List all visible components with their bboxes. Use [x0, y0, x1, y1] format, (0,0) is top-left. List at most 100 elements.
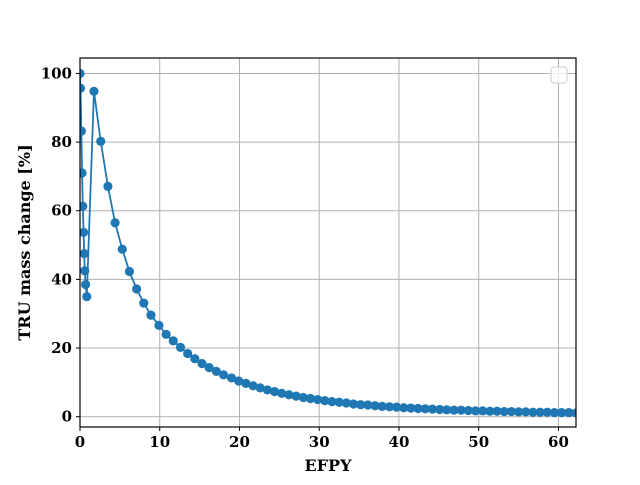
data-point — [298, 392, 308, 403]
data-point — [80, 126, 86, 136]
data-point — [478, 406, 488, 416]
data-point — [341, 398, 351, 408]
y-tick-label: 100 — [41, 64, 72, 82]
data-point — [363, 400, 373, 410]
data-point — [384, 402, 395, 412]
data-point — [218, 370, 229, 380]
data-point — [406, 403, 416, 413]
data-point — [277, 388, 287, 398]
data-point — [80, 227, 89, 237]
data-point — [377, 401, 387, 412]
x-tick-label: 20 — [229, 433, 250, 451]
x-tick-label: 60 — [548, 433, 569, 451]
data-point — [168, 336, 178, 346]
data-point — [132, 284, 142, 294]
data-point — [80, 266, 90, 276]
data-point — [197, 358, 207, 369]
data-point — [542, 407, 552, 417]
data-point — [420, 404, 430, 414]
data-point — [449, 405, 459, 415]
data-point — [305, 393, 316, 404]
x-tick-label: 0 — [75, 433, 85, 451]
x-tick-label: 10 — [149, 433, 170, 451]
x-axis-label: EFPY — [304, 456, 352, 475]
data-point — [226, 373, 237, 383]
data-point — [485, 406, 495, 416]
data-point — [442, 405, 452, 415]
data-point — [175, 342, 186, 352]
data-point — [154, 320, 164, 330]
gridlines — [79, 58, 576, 427]
data-point — [435, 404, 445, 415]
data-point — [463, 405, 473, 416]
legend-box — [550, 66, 568, 84]
data-point — [204, 363, 214, 373]
data-point — [80, 279, 91, 290]
data-point — [80, 249, 89, 259]
data-point — [117, 244, 127, 254]
data-point — [356, 400, 366, 410]
data-point — [183, 348, 193, 359]
data-point — [255, 383, 265, 393]
data-point — [248, 381, 258, 391]
data-point — [89, 86, 99, 96]
data-point — [103, 181, 113, 191]
series-line — [80, 73, 576, 414]
x-tick-label: 50 — [468, 433, 489, 451]
data-point — [110, 218, 120, 228]
data-point — [427, 404, 438, 414]
data-point — [262, 385, 272, 395]
data-point — [139, 298, 149, 308]
y-tick-label: 0 — [62, 408, 72, 426]
data-point — [80, 83, 86, 93]
data-point — [470, 406, 481, 416]
y-tick-label: 40 — [51, 270, 72, 288]
y-tick-label: 80 — [51, 133, 72, 151]
y-axis-label: TRU mass change [%] — [15, 144, 34, 340]
data-point — [521, 407, 531, 417]
data-point — [348, 399, 359, 409]
data-point — [413, 403, 423, 414]
data-point — [391, 402, 402, 412]
x-tick-label: 30 — [309, 433, 330, 451]
data-point — [549, 407, 560, 418]
data-point — [80, 68, 85, 79]
data-point — [291, 391, 301, 401]
data-point — [269, 387, 280, 397]
data-point — [96, 136, 106, 147]
data-point — [535, 407, 545, 417]
data-point — [557, 407, 567, 418]
data-point — [161, 329, 171, 339]
data-point — [241, 378, 251, 389]
data-point — [564, 407, 574, 418]
data-point — [146, 310, 156, 320]
data-point — [492, 406, 502, 416]
data-point — [211, 366, 221, 376]
data-point — [284, 390, 294, 400]
x-tick-label: 40 — [389, 433, 410, 451]
data-point — [571, 408, 576, 418]
data-point — [82, 291, 92, 302]
y-tick-label: 60 — [51, 202, 72, 220]
series-layer — [80, 68, 576, 418]
data-point — [370, 401, 380, 411]
data-point — [334, 397, 344, 407]
data-point — [327, 396, 337, 407]
data-point — [513, 407, 524, 417]
data-point — [456, 405, 466, 415]
y-tick-label: 20 — [51, 339, 72, 357]
data-point — [80, 201, 88, 211]
data-point — [124, 266, 135, 277]
data-point — [190, 354, 200, 364]
data-point — [320, 395, 330, 406]
data-point — [528, 407, 538, 417]
data-point — [506, 406, 517, 417]
plot-frame — [79, 57, 577, 428]
data-point — [399, 403, 409, 413]
data-point — [80, 168, 87, 178]
data-point — [313, 394, 323, 405]
axis-ticks: 0 10 20 30 40 50 60 0 20 40 60 80 100 — [41, 64, 569, 451]
data-point — [234, 376, 244, 386]
